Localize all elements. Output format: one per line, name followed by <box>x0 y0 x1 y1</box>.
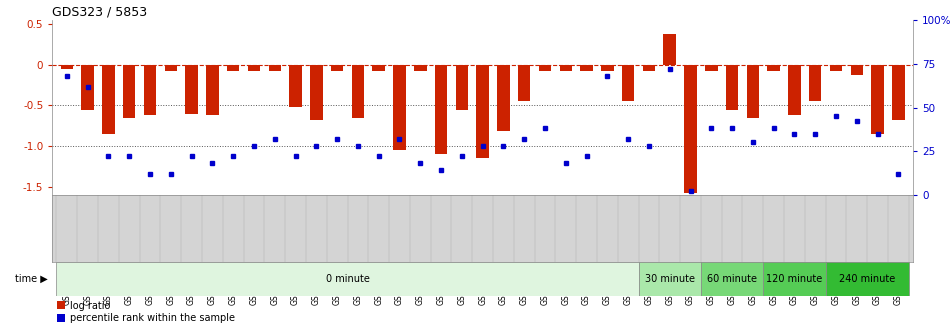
Bar <box>435 65 447 154</box>
Bar <box>580 65 592 71</box>
Bar <box>497 65 510 131</box>
Bar <box>638 262 701 296</box>
Text: 60 minute: 60 minute <box>708 274 757 284</box>
Bar <box>747 65 759 118</box>
Bar <box>123 65 135 118</box>
Bar <box>289 65 301 107</box>
Bar <box>685 65 697 193</box>
Bar <box>331 65 343 71</box>
Bar <box>61 65 73 69</box>
Text: 0 minute: 0 minute <box>325 274 369 284</box>
Bar <box>185 65 198 114</box>
Bar <box>352 65 364 118</box>
Bar <box>767 65 780 71</box>
Bar <box>830 65 843 71</box>
Bar <box>102 65 115 134</box>
Legend: log ratio, percentile rank within the sample: log ratio, percentile rank within the sa… <box>57 300 235 324</box>
Text: 240 minute: 240 minute <box>839 274 895 284</box>
Bar <box>206 65 219 115</box>
Bar <box>788 65 801 115</box>
Bar <box>518 65 531 100</box>
Bar <box>268 65 281 71</box>
Bar <box>643 65 655 71</box>
Bar <box>82 65 94 110</box>
Text: GDS323 / 5853: GDS323 / 5853 <box>52 6 147 19</box>
Bar <box>701 262 764 296</box>
Bar <box>892 65 904 120</box>
Bar <box>764 262 825 296</box>
Bar <box>414 65 426 71</box>
Bar <box>622 65 634 100</box>
Bar <box>476 65 489 158</box>
Bar <box>456 65 468 110</box>
Bar <box>559 65 572 71</box>
Bar <box>705 65 718 71</box>
Text: 120 minute: 120 minute <box>767 274 823 284</box>
Bar <box>165 65 177 71</box>
Bar <box>871 65 883 134</box>
Text: time ▶: time ▶ <box>15 274 48 284</box>
Bar <box>664 34 676 65</box>
Bar <box>247 65 261 71</box>
Bar <box>726 65 738 110</box>
Bar <box>373 65 385 71</box>
Bar <box>227 65 240 71</box>
Bar <box>825 262 909 296</box>
Bar <box>144 65 156 115</box>
Bar <box>310 65 322 120</box>
Bar <box>539 65 552 71</box>
Bar <box>809 65 822 101</box>
Bar <box>394 65 406 150</box>
Bar <box>850 65 864 75</box>
Text: 30 minute: 30 minute <box>645 274 695 284</box>
Bar <box>56 262 638 296</box>
Bar <box>601 65 613 71</box>
